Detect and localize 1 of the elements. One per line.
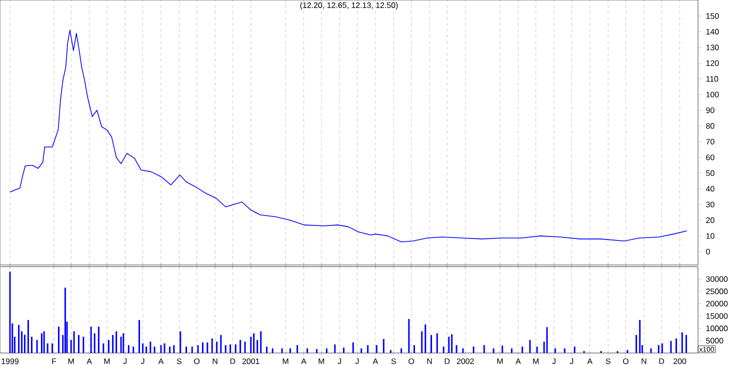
line-series — [10, 30, 688, 242]
